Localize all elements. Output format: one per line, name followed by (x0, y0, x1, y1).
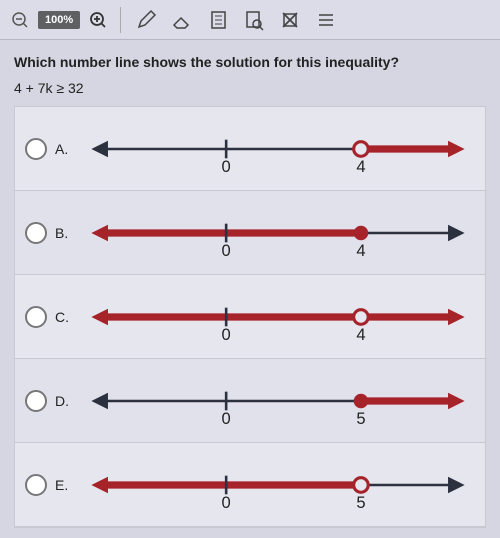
eraser-icon[interactable] (167, 5, 197, 35)
option-row: C.04 (15, 275, 485, 359)
option-radio[interactable] (25, 222, 47, 244)
numberline: 04 (81, 198, 475, 268)
svg-text:0: 0 (222, 240, 231, 259)
zoom-level: 100% (38, 11, 80, 29)
option-label: A. (55, 141, 81, 157)
zoom-in-icon[interactable] (86, 8, 110, 32)
content-area: Which number line shows the solution for… (0, 40, 500, 538)
pencil-icon[interactable] (131, 5, 161, 35)
option-label: B. (55, 225, 81, 241)
svg-text:5: 5 (356, 408, 365, 427)
option-row: B.04 (15, 191, 485, 275)
option-row: A.04 (15, 107, 485, 191)
svg-text:0: 0 (222, 324, 231, 343)
numberline: 04 (81, 114, 475, 184)
svg-text:4: 4 (356, 156, 365, 175)
inequality-text: 4 + 7k ≥ 32 (14, 80, 486, 96)
options-list: A.04B.04C.04D.05E.05 (14, 106, 486, 528)
zoom-out-icon[interactable] (8, 8, 32, 32)
option-label: E. (55, 477, 81, 493)
option-row: D.05 (15, 359, 485, 443)
option-radio[interactable] (25, 474, 47, 496)
svg-text:0: 0 (222, 492, 231, 511)
svg-text:4: 4 (356, 240, 365, 259)
option-radio[interactable] (25, 138, 47, 160)
toolbar-divider (120, 7, 121, 33)
exclude-icon[interactable] (275, 5, 305, 35)
option-radio[interactable] (25, 390, 47, 412)
option-row: E.05 (15, 443, 485, 527)
svg-text:5: 5 (356, 492, 365, 511)
svg-text:4: 4 (356, 324, 365, 343)
numberline: 05 (81, 450, 475, 520)
search-doc-icon[interactable] (239, 5, 269, 35)
option-label: C. (55, 309, 81, 325)
toolbar: 100% (0, 0, 500, 40)
question-text: Which number line shows the solution for… (14, 54, 486, 70)
numberline: 05 (81, 366, 475, 436)
svg-text:0: 0 (222, 156, 231, 175)
option-radio[interactable] (25, 306, 47, 328)
svg-text:0: 0 (222, 408, 231, 427)
numberline: 04 (81, 282, 475, 352)
option-label: D. (55, 393, 81, 409)
notebook-icon[interactable] (203, 5, 233, 35)
list-icon[interactable] (311, 5, 341, 35)
